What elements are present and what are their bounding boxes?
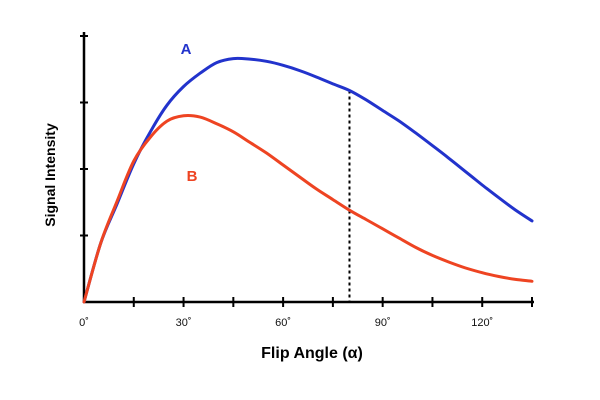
- ticks: [80, 35, 533, 307]
- series-line-a: [82, 56, 534, 304]
- x-tick-label: 60˚: [275, 317, 291, 329]
- x-tick-label: 30˚: [176, 317, 192, 329]
- x-tick-label: 120˚: [471, 317, 493, 329]
- series-lines: [82, 56, 534, 304]
- series-label-b: B: [187, 168, 198, 185]
- series-label-a: A: [181, 41, 192, 58]
- y-axis-title: Signal Intensity: [42, 123, 58, 227]
- x-tick-label: 90˚: [375, 317, 391, 329]
- x-tick-label: 0˚: [79, 317, 89, 329]
- axes: [82, 32, 534, 304]
- series-labels: AB: [181, 41, 198, 185]
- x-axis-title: Flip Angle (α): [261, 345, 363, 362]
- series-line-b: [82, 114, 534, 304]
- x-tick-labels: 0˚ 30˚ 60˚ 90˚ 120˚: [79, 317, 493, 329]
